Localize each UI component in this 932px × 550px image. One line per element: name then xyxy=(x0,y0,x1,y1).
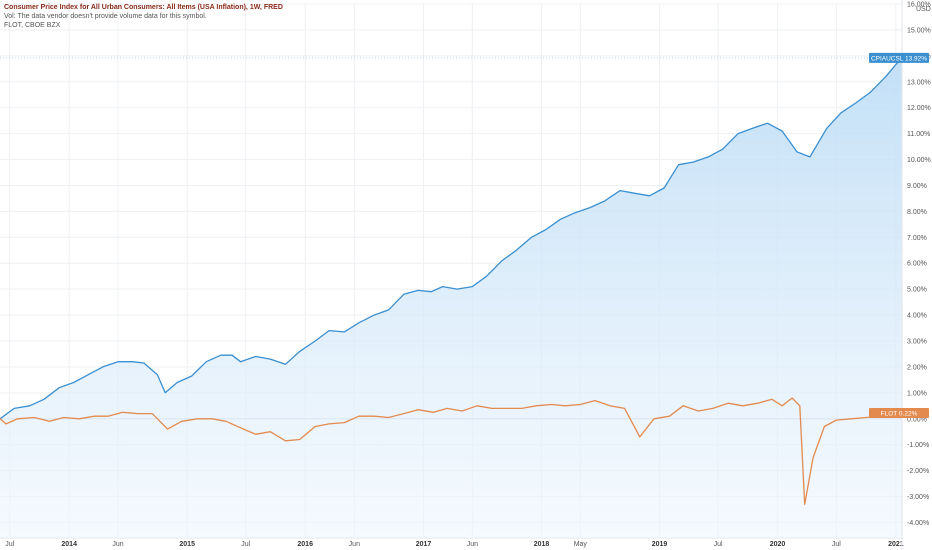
x-tick-label: Jul xyxy=(832,541,841,548)
flot-last-value-badge-text: FLOT 0.22% xyxy=(881,411,918,418)
y-tick-label: 11.00% xyxy=(907,131,930,138)
comparison-series-title: FLOT, CBOE BZX xyxy=(4,22,61,29)
x-tick-label: 2014 xyxy=(61,541,77,548)
x-tick-label: 2016 xyxy=(297,541,313,548)
y-tick-label: -1.00% xyxy=(907,442,929,449)
x-tick-label: Jun xyxy=(467,541,478,548)
x-tick-label: 2015 xyxy=(179,541,195,548)
y-tick-label: 7.00% xyxy=(907,235,927,242)
x-tick-label: Jul xyxy=(5,541,14,548)
main-series-title: Consumer Price Index for All Urban Consu… xyxy=(4,4,283,11)
flot-last-value-badge: FLOT 0.22% xyxy=(869,408,929,419)
x-tick-label: 2017 xyxy=(416,541,432,548)
y-tick-label: -2.00% xyxy=(907,468,929,475)
y-tick-label: 15.00% xyxy=(907,27,931,34)
y-tick-label: -3.00% xyxy=(907,494,929,501)
y-tick-label: 9.00% xyxy=(907,183,927,190)
y-tick-label: 0.00% xyxy=(907,416,927,423)
x-tick-label: 2020 xyxy=(770,541,786,548)
y-tick-label: 6.00% xyxy=(907,261,927,268)
y-tick-label: 10.00% xyxy=(907,157,931,164)
cpi-last-value-badge: CPIAUCSL 13.92% xyxy=(869,52,929,63)
y-tick-label: 13.00% xyxy=(907,79,931,86)
cpi-series-line xyxy=(0,57,902,420)
volume-note: Vol: The data vendor doesn't provide vol… xyxy=(4,13,207,20)
x-tick-label: Jun xyxy=(349,541,360,548)
y-tick-label: 3.00% xyxy=(907,338,927,345)
cpi-area-fill xyxy=(0,57,902,539)
y-tick-label: 4.00% xyxy=(907,313,927,320)
y-tick-label: 1.00% xyxy=(907,390,927,397)
y-tick-label: 16.00% xyxy=(907,2,931,9)
x-tick-label: Jun xyxy=(112,541,123,548)
x-tick-label: 2021 xyxy=(888,541,904,548)
flot-last-value-badge-bg xyxy=(869,408,929,419)
x-tick-label: Jul xyxy=(714,541,723,548)
cpi-last-value-badge-bg xyxy=(869,52,929,63)
x-tick-label: Jul xyxy=(241,541,250,548)
x-tick-label: 2019 xyxy=(652,541,668,548)
x-tick-label: May xyxy=(574,541,588,548)
y-tick-label: 12.00% xyxy=(907,105,931,112)
y-tick-label: 2.00% xyxy=(907,364,927,371)
y-tick-label: 8.00% xyxy=(907,209,927,216)
flot-series-line xyxy=(0,397,902,505)
y-tick-label: -4.00% xyxy=(907,520,929,527)
cpi-last-value-badge-text: CPIAUCSL 13.92% xyxy=(871,55,927,62)
chart-legend: Consumer Price Index for All Urban Consu… xyxy=(4,3,283,30)
y-axis-unit-label: USD xyxy=(916,6,931,13)
y-tick-label: 5.00% xyxy=(907,287,927,294)
x-tick-label: 2018 xyxy=(534,541,550,548)
